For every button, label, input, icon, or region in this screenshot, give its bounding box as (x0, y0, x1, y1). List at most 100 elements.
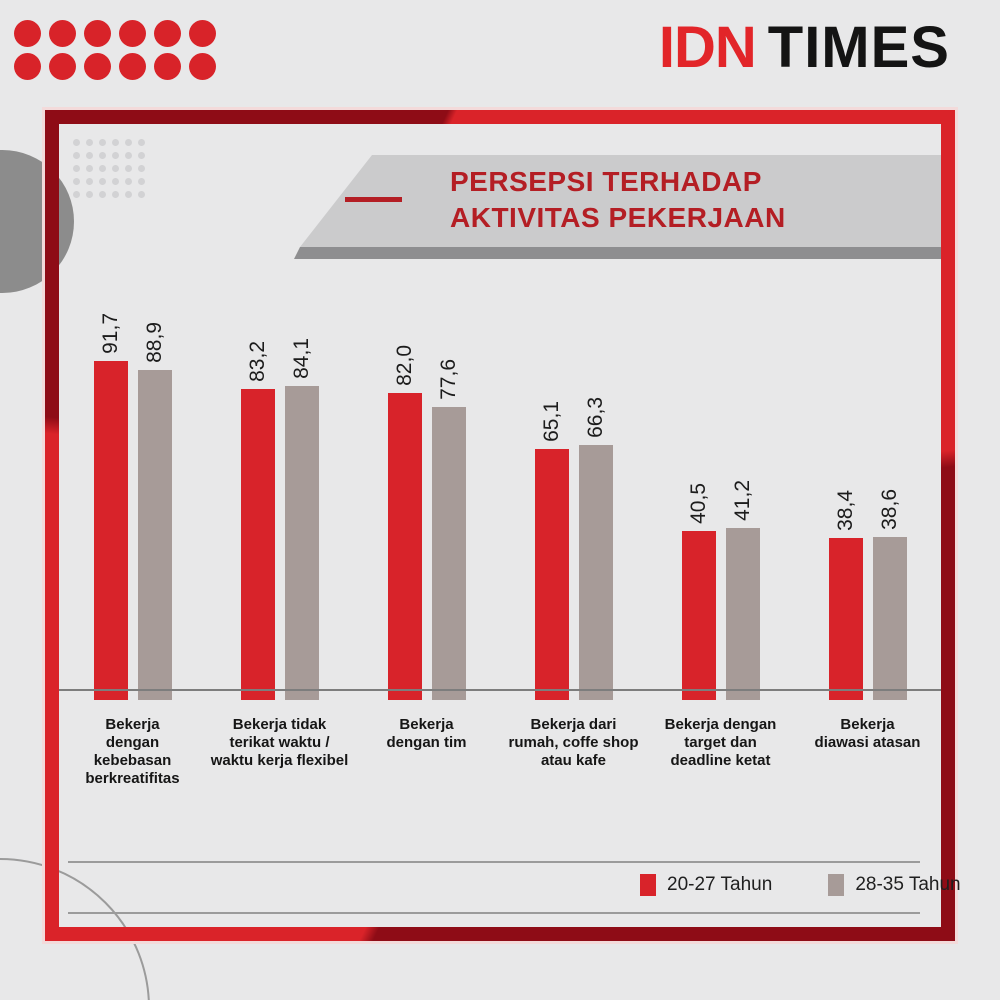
legend-bottom-line (68, 912, 920, 914)
bar-column: 41,2 (725, 480, 760, 700)
title-line-1: PERSEPSI TERHADAP (450, 166, 762, 197)
bar-gray (431, 407, 466, 700)
grid-dot (86, 152, 93, 159)
bar-gray (872, 537, 907, 700)
bar-value-label: 66,3 (583, 397, 607, 438)
category-label: Bekerja dengan kebebasan berkreatifitas (85, 716, 180, 787)
grid-dot (73, 191, 80, 198)
bar-column: 84,1 (284, 338, 319, 700)
bar-value-label: 41,2 (730, 480, 754, 521)
brand-dot (189, 53, 216, 80)
bar-column: 77,6 (431, 359, 466, 700)
category-label: Bekerja dengan target dan deadline ketat (664, 716, 777, 769)
bar-column: 66,3 (578, 397, 613, 700)
bar-group: 91,7 88,9 (59, 313, 206, 700)
grid-dot (112, 165, 119, 172)
brand-dots-decoration (14, 20, 238, 86)
bar-value-label: 84,1 (289, 338, 313, 379)
grid-dot (73, 152, 80, 159)
grid-dot (99, 191, 106, 198)
bar-column: 40,5 (681, 483, 716, 700)
grid-dot (99, 178, 106, 185)
brand-dot (119, 20, 146, 47)
grid-dot (99, 139, 106, 146)
grid-dot (138, 191, 145, 198)
bar-column: 88,9 (137, 322, 172, 700)
logo-times-text: TIMES (767, 15, 950, 80)
grid-dot (125, 152, 132, 159)
bar-red (93, 361, 128, 700)
legend-top-line (68, 861, 920, 863)
brand-dot (49, 20, 76, 47)
frame-right-bar (941, 110, 955, 941)
grid-dot (73, 165, 80, 172)
category-label: Bekerja dengan tim (386, 716, 467, 751)
bar-column: 91,7 (93, 313, 128, 700)
category-labels: Bekerja dengan kebebasan berkreatifitas B… (59, 716, 941, 816)
bar-column: 83,2 (240, 341, 275, 700)
brand-dot (14, 20, 41, 47)
brand-dot (119, 53, 146, 80)
bar-group: 40,5 41,2 (647, 480, 794, 700)
bar-red (534, 449, 569, 700)
x-axis-line (59, 689, 941, 691)
bar-value-label: 88,9 (142, 322, 166, 363)
category-label: Bekerja tidak terikat waktu / waktu kerj… (210, 716, 349, 769)
chart-legend: 20-27 Tahun 28-35 Tahun (640, 874, 961, 896)
page-title: PERSEPSI TERHADAP AKTIVITAS PEKERJAAN (450, 164, 786, 236)
logo-idn-text: IDN (658, 15, 757, 80)
bar-gray (137, 370, 172, 700)
grid-dot (112, 152, 119, 159)
bar-group: 38,4 38,6 (794, 489, 941, 700)
title-dash-decoration (345, 197, 402, 202)
grid-dot (138, 139, 145, 146)
grid-dot (73, 139, 80, 146)
bar-group: 83,2 84,1 (206, 338, 353, 700)
bar-red (387, 393, 422, 700)
grid-dot (138, 178, 145, 185)
brand-dot (154, 20, 181, 47)
grid-dot (112, 139, 119, 146)
bar-gray (578, 445, 613, 700)
bar-value-label: 91,7 (98, 313, 122, 354)
bar-group: 82,0 77,6 (353, 345, 500, 700)
grid-dot (86, 139, 93, 146)
grid-dot (125, 178, 132, 185)
grid-dot (125, 139, 132, 146)
idn-times-logo: IDN TIMES (659, 14, 950, 81)
grid-dot (138, 152, 145, 159)
brand-dot (189, 20, 216, 47)
grid-dot (86, 191, 93, 198)
bar-column: 82,0 (387, 345, 422, 700)
grid-dot (86, 178, 93, 185)
frame-top-bar (45, 110, 955, 124)
bar-red (828, 538, 863, 700)
frame-bottom-bar (45, 927, 955, 941)
grid-dot (86, 165, 93, 172)
grid-dot (73, 178, 80, 185)
dots-grid-decoration (73, 139, 153, 207)
grid-dot (138, 165, 145, 172)
legend-swatch (828, 874, 845, 896)
bar-value-label: 38,6 (877, 489, 901, 530)
bar-gray (725, 528, 760, 700)
bar-value-label: 38,4 (833, 490, 857, 531)
bar-value-label: 82,0 (392, 345, 416, 386)
grid-dot (112, 178, 119, 185)
legend-label: 20-27 Tahun (667, 874, 773, 895)
grid-dot (125, 165, 132, 172)
bar-gray (284, 386, 319, 700)
bar-column: 38,6 (872, 489, 907, 700)
title-ribbon (300, 155, 941, 247)
title-line-2: AKTIVITAS PEKERJAAN (450, 202, 786, 233)
brand-dot (14, 53, 41, 80)
grid-dot (112, 191, 119, 198)
brand-dot (49, 53, 76, 80)
title-ribbon-shadow (294, 247, 941, 259)
category-label: Bekerja dari rumah, coffe shop atau kafe (508, 716, 639, 769)
legend-label: 28-35 Tahun (855, 874, 961, 895)
bar-value-label: 77,6 (436, 359, 460, 400)
bar-value-label: 83,2 (245, 341, 269, 382)
brand-dot (154, 53, 181, 80)
